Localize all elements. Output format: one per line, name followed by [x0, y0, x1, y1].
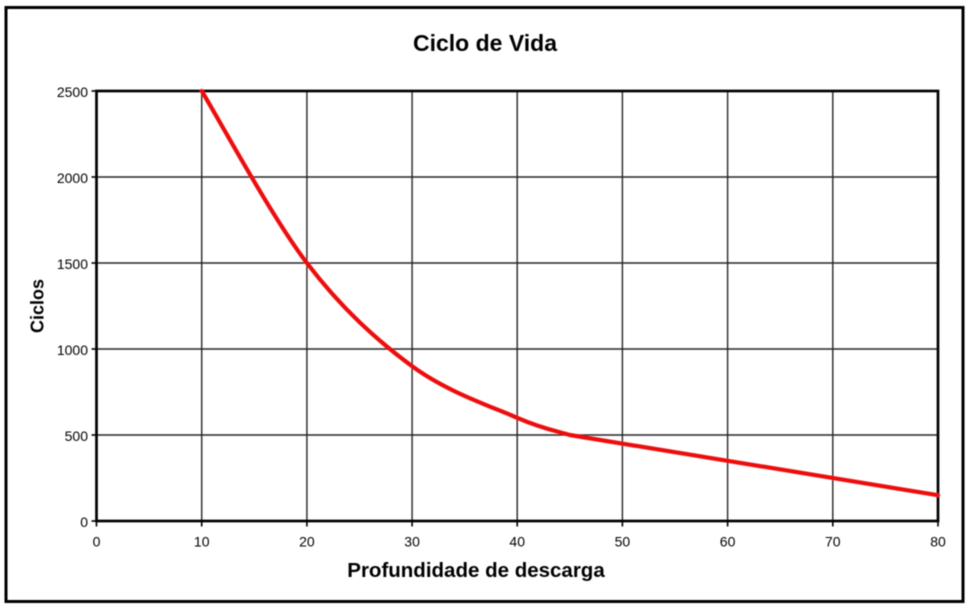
svg-text:1000: 1000 [57, 342, 88, 358]
svg-text:10: 10 [194, 534, 210, 550]
svg-text:70: 70 [825, 534, 841, 550]
svg-text:2500: 2500 [57, 84, 88, 100]
svg-text:80: 80 [930, 534, 946, 550]
svg-text:Profundidade de descarga: Profundidade de descarga [347, 559, 605, 582]
svg-text:50: 50 [615, 534, 631, 550]
svg-text:Ciclos: Ciclos [28, 279, 48, 333]
svg-text:40: 40 [509, 534, 525, 550]
svg-text:0: 0 [80, 514, 88, 530]
svg-text:30: 30 [404, 534, 420, 550]
svg-text:20: 20 [299, 534, 315, 550]
svg-text:60: 60 [720, 534, 736, 550]
svg-text:500: 500 [65, 428, 89, 444]
svg-text:0: 0 [93, 534, 101, 550]
svg-text:1500: 1500 [57, 256, 88, 272]
svg-text:Ciclo de Vida: Ciclo de Vida [413, 30, 557, 56]
svg-text:2000: 2000 [57, 170, 88, 186]
